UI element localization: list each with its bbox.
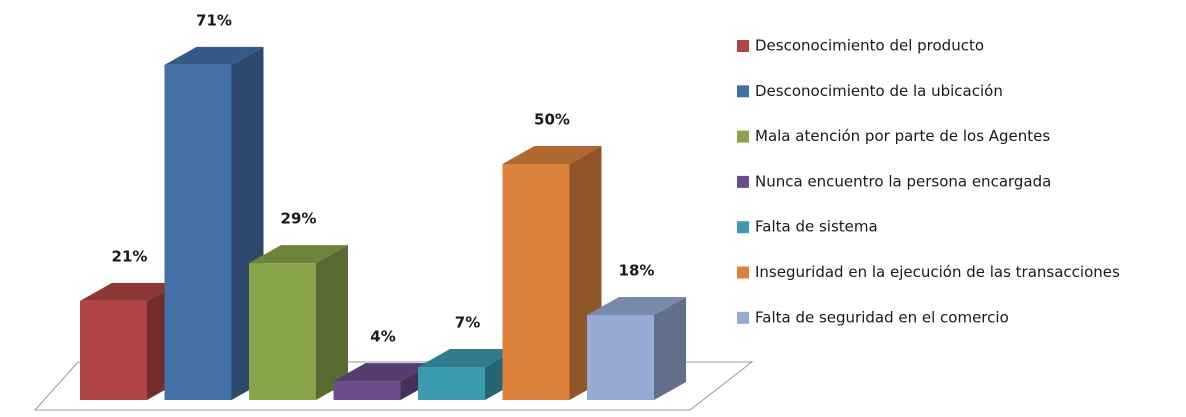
legend-swatch (737, 40, 749, 52)
legend-label: Mala atención por parte de los Agentes (755, 127, 1050, 145)
bar-top (249, 245, 348, 264)
bar-front (164, 64, 232, 400)
bar-side (316, 245, 348, 400)
data-label: 21% (112, 247, 148, 265)
bar-front (333, 381, 401, 400)
bar (249, 245, 348, 400)
data-label: 7% (455, 313, 480, 331)
bar-front (249, 263, 316, 400)
legend-label: Falta de seguridad en el comercio (755, 308, 1009, 326)
bar (587, 297, 686, 400)
legend-swatch (737, 311, 749, 324)
bar-top (164, 46, 264, 65)
bar-side (654, 297, 686, 400)
bar-front (80, 300, 147, 400)
bar (164, 46, 264, 400)
data-label: 50% (534, 111, 570, 129)
legend-swatch (737, 175, 749, 188)
legend-label: Nunca encuentro la persona encargada (755, 172, 1051, 190)
legend-swatch (737, 130, 749, 143)
bar-front (587, 315, 654, 400)
legend-swatch (737, 221, 749, 234)
bar (80, 282, 179, 400)
legend-label: Falta de sistema (755, 218, 878, 236)
legend-label: Desconocimiento de la ubicación (755, 82, 1003, 100)
data-label: 71% (196, 11, 232, 29)
bar-top (418, 348, 517, 367)
bar-top (80, 282, 179, 301)
data-label: 29% (281, 210, 317, 228)
bar-top (333, 363, 433, 382)
bar-top (502, 146, 602, 164)
legend-swatch (737, 266, 749, 279)
data-label: 18% (619, 262, 655, 280)
bar-front (418, 366, 485, 400)
data-label: 4% (370, 328, 395, 346)
legend-label: Desconocimiento del producto (755, 37, 984, 55)
bar-top (587, 297, 686, 316)
bar (502, 146, 602, 400)
legend-swatch (737, 85, 749, 98)
legend-label: Inseguridad en la ejecución de las trans… (755, 263, 1120, 281)
bar-front (502, 164, 570, 400)
